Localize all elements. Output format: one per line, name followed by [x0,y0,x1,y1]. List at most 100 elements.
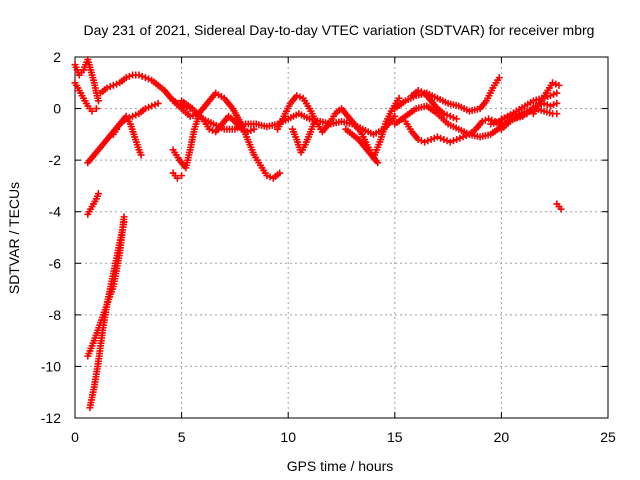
data-point [106,83,114,91]
x-tick-label: 25 [600,429,616,445]
data-point [154,99,162,107]
data-point [478,117,486,125]
data-point [103,84,111,92]
data-point [553,110,561,118]
data-point [129,112,137,120]
data-point [433,133,441,141]
data-point [240,126,248,134]
data-point [430,134,438,142]
data-layer [71,56,565,412]
data-point [456,134,464,142]
data-point [443,137,451,145]
data-point [122,74,130,82]
series-track-m [274,92,403,162]
plot-frame [74,56,609,419]
data-point [293,92,301,100]
data-point [109,81,117,89]
data-point [550,101,558,109]
data-point [137,151,145,159]
data-point [135,71,143,79]
data-point [113,80,121,88]
data-point [437,134,445,142]
data-point [449,137,457,145]
series-track-s [408,87,461,123]
data-point [141,74,149,82]
data-point [247,126,255,134]
data-point [424,137,432,145]
data-point [141,105,149,113]
data-point [145,103,153,111]
x-tick-label: 10 [280,429,296,445]
data-point [553,99,561,107]
y-axis-label: SDTVAR / TECUs [6,182,22,294]
series-track-v [497,99,561,133]
data-point [395,94,403,102]
data-point [263,172,271,180]
series-track-x [553,200,565,213]
x-tick-label: 0 [71,429,79,445]
series-track-w [529,79,563,118]
data-point [120,218,128,226]
data-point [443,111,451,119]
data-point [481,116,489,124]
data-point [88,107,96,115]
data-point [414,136,422,144]
data-point [173,174,181,182]
chart-title: Day 231 of 2021, Sidereal Day-to-day VTE… [84,22,595,38]
series-track-b [71,79,100,115]
y-tick-label: 0 [53,101,61,117]
y-tick-label: 2 [53,49,61,65]
series-track-n [288,120,318,156]
data-point [427,136,435,144]
data-point [391,112,399,120]
data-point [276,169,284,177]
data-point [440,110,448,118]
x-tick-label: 20 [494,429,510,445]
data-point [178,172,186,180]
data-point [485,115,493,123]
data-point [549,79,557,87]
data-point [446,112,454,120]
series-track-o [342,125,382,167]
data-point [374,159,382,167]
y-tick-label: -4 [49,204,62,220]
series-track-e [109,112,145,159]
data-point [148,102,156,110]
data-point [459,133,467,141]
y-tick-label: -8 [49,307,62,323]
data-point [92,105,100,113]
data-point [553,89,561,97]
series-track-k [169,169,186,182]
y-tick-label: -2 [49,152,62,168]
data-point [421,138,429,146]
x-tick-label: 15 [387,429,403,445]
data-point [125,72,133,80]
data-point [296,93,304,101]
data-point [546,92,554,100]
data-point [495,74,503,82]
data-point [462,132,470,140]
data-point [417,137,425,145]
data-point [550,90,558,98]
data-point [453,115,461,123]
data-point [244,128,252,136]
data-point [94,97,102,105]
data-point [310,120,318,128]
data-point [94,190,102,198]
data-point [417,88,425,96]
x-axis-label: GPS time / hours [287,458,394,474]
series-track-h [86,218,128,412]
data-point [151,101,159,109]
data-point [132,111,140,119]
data-point [449,114,457,122]
data-point [453,136,461,144]
data-point [145,75,153,83]
series-track-a [71,56,102,105]
y-tick-label: -12 [41,410,61,426]
data-point [138,72,146,80]
y-tick-label: -10 [41,358,61,374]
data-point [552,80,560,88]
y-tick-label: -6 [49,255,62,271]
